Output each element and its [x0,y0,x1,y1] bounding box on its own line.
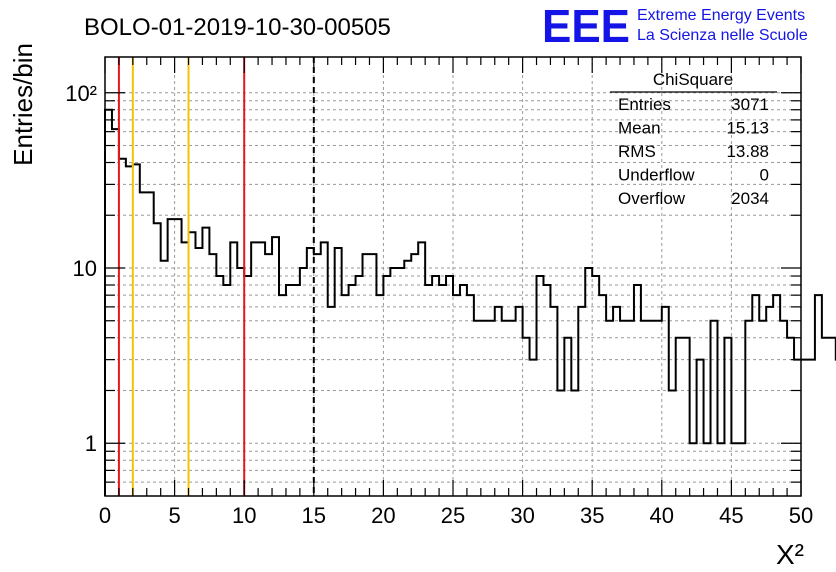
x-tick-label: 25 [441,503,465,528]
stats-value: 0 [760,166,769,185]
x-tick-label: 30 [510,503,534,528]
x-tick-label: 45 [719,503,743,528]
stats-value: 13.88 [726,142,769,161]
x-tick-label: 20 [371,503,395,528]
stats-value: 2034 [731,189,769,208]
logo-line2: La Scienza nelle Scuole [637,27,808,44]
x-tick-label: 50 [789,503,813,528]
stats-value: 3071 [731,95,769,114]
histogram-line [104,108,836,496]
x-axis-label: X² [776,539,804,570]
y-tick-label: 1 [85,431,97,456]
x-tick-label: 5 [168,503,180,528]
stats-rows: Entries 3071 Mean 15.13 RMS 13.88 Underflow 0 Ov… [618,95,769,208]
stats-label: Underflow [618,166,695,185]
x-tick-label: 10 [232,503,256,528]
marker-lines [117,57,315,496]
x-tick-label: 35 [580,503,604,528]
stats-value: 15.13 [726,119,769,138]
stats-label: Mean [618,119,661,138]
x-tick-label: 40 [650,503,674,528]
eee-logo-text: EEE [542,0,630,52]
x-axis: 0 5 10 15 20 25 30 35 40 45 50 [99,57,813,528]
eee-logo: EEE Extreme Energy Events La Scienza nel… [542,0,808,52]
logo-line1: Extreme Energy Events [637,7,805,24]
x-tick-label: 15 [302,503,326,528]
stats-title: ChiSquare [653,70,733,89]
stats-label: Entries [618,95,671,114]
y-axis: 1 10 10² [65,81,801,483]
stats-label: RMS [618,142,656,161]
stats-box: ChiSquare Entries 3071 Mean 15.13 RMS 13.88 Un… [610,70,777,208]
y-axis-label: Entries/bin [8,43,38,166]
y-tick-label: 10 [73,256,97,281]
y-tick-label: 10² [65,81,97,106]
chart-title: BOLO-01-2019-10-30-00505 [84,14,391,41]
x-tick-label: 0 [99,503,111,528]
stats-label: Overflow [618,189,686,208]
